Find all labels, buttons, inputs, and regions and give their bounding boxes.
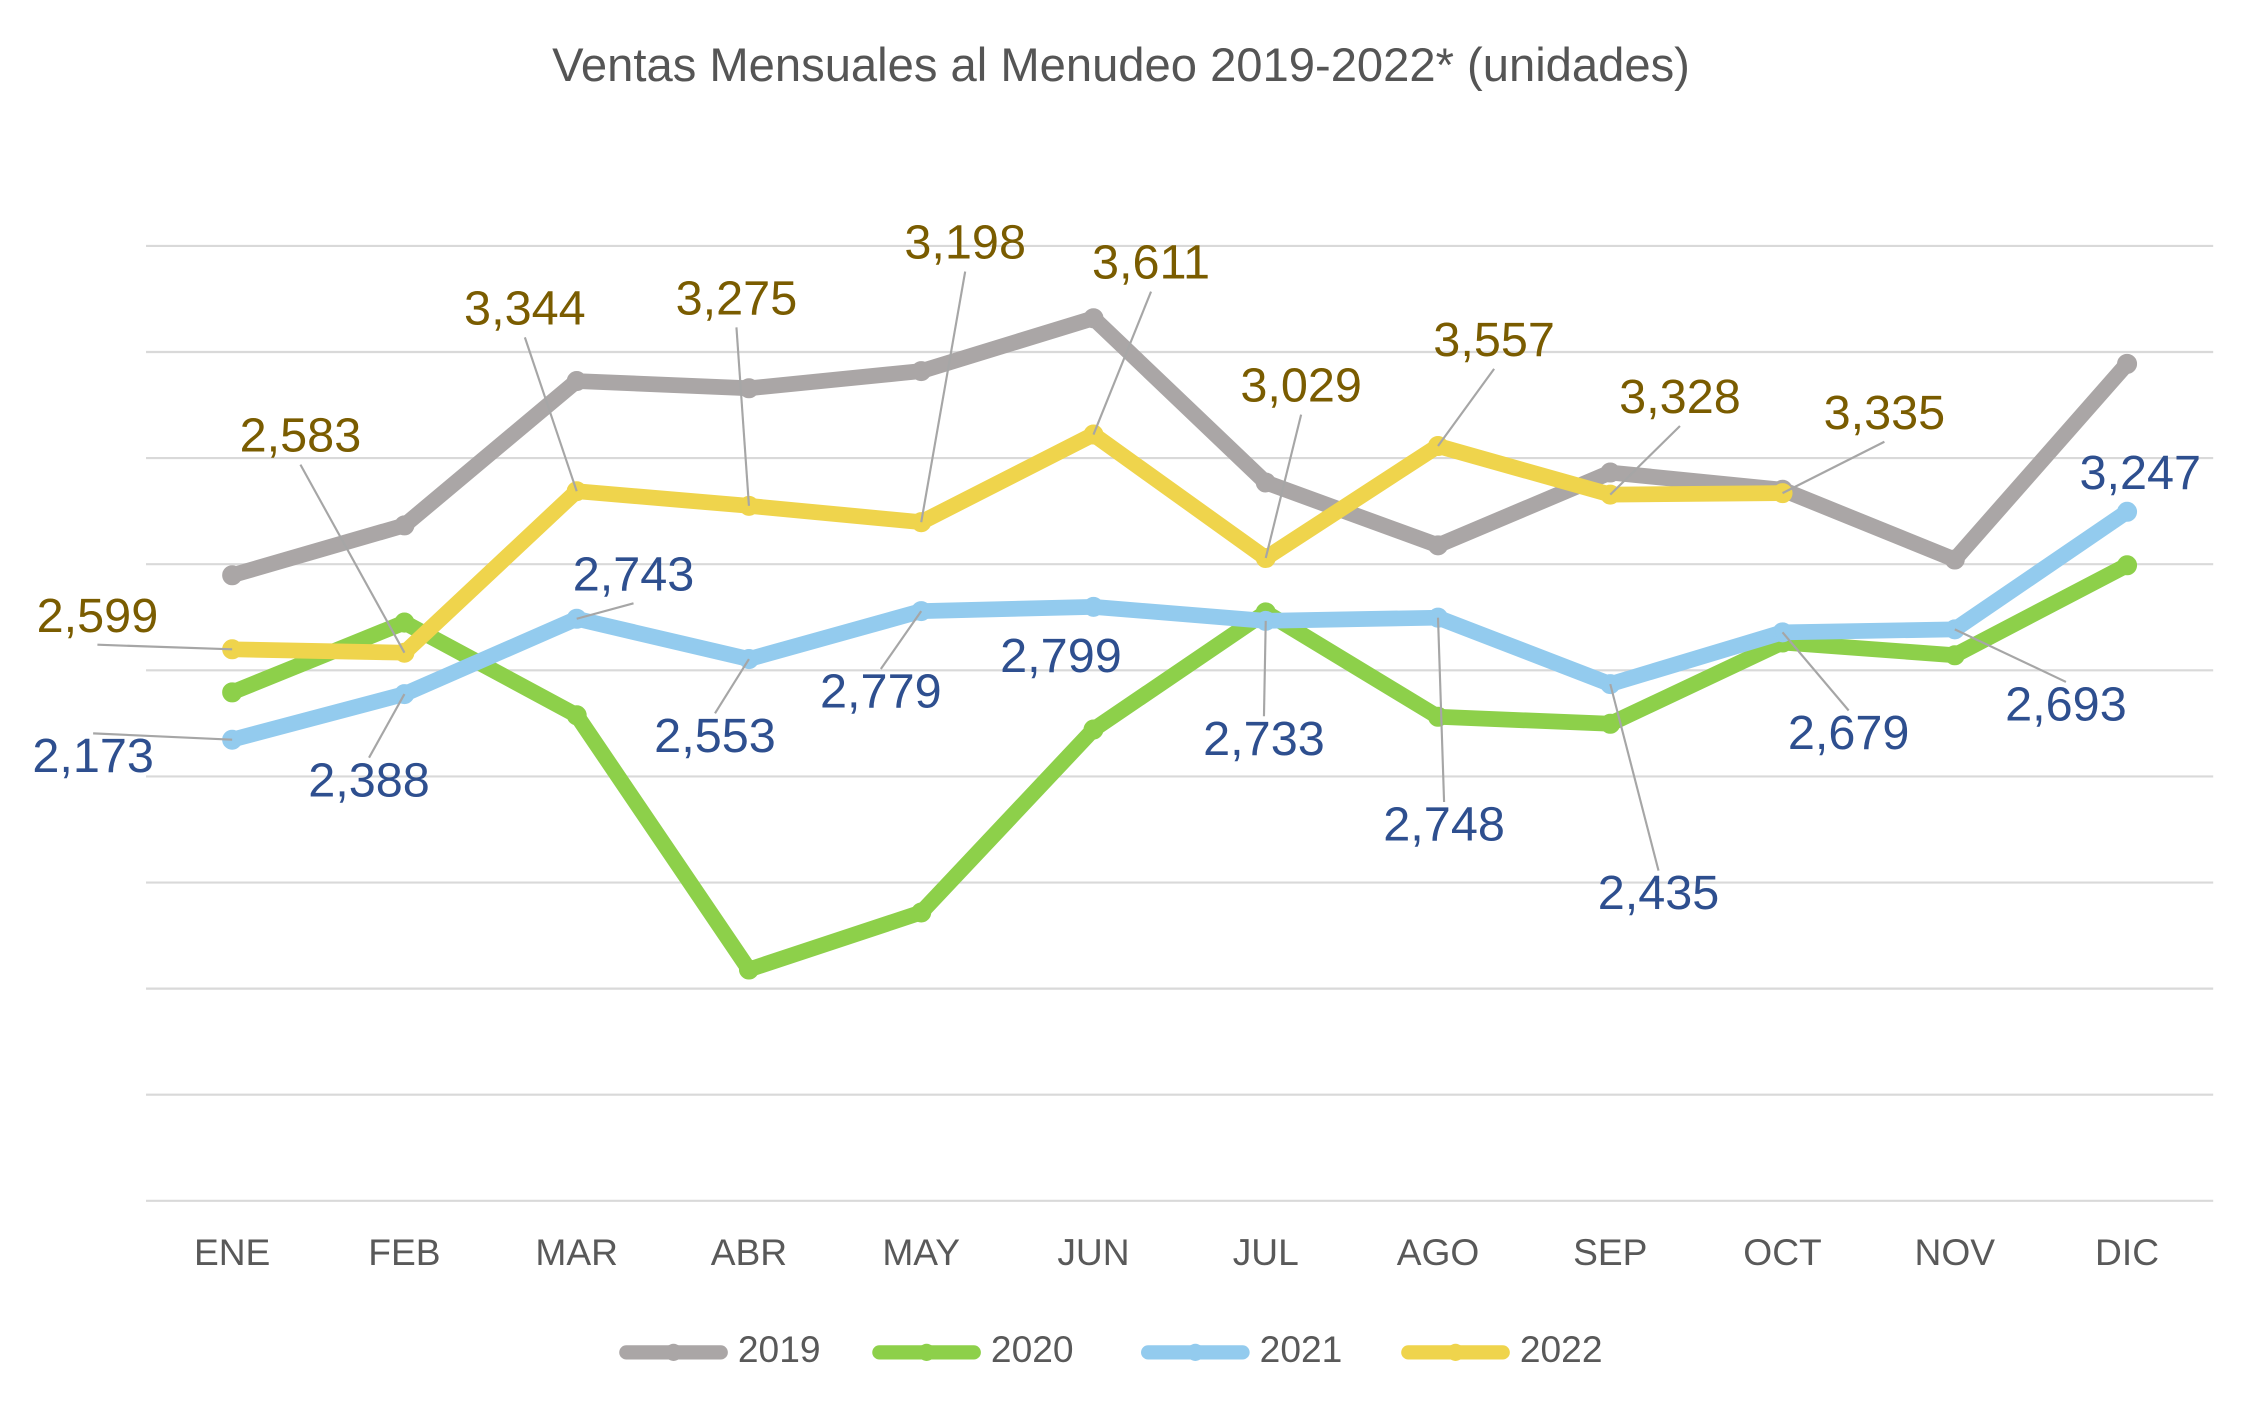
leader-line (1781, 631, 1850, 712)
marker (2117, 353, 2138, 374)
leader-line (1092, 291, 1153, 435)
data-label: 3,335 (1824, 386, 1946, 440)
marker (2117, 501, 2138, 522)
leader-line (97, 643, 233, 651)
legend-marker (1186, 1343, 1204, 1361)
leader-line (299, 464, 406, 654)
legend-label: 2019 (738, 1328, 821, 1370)
x-tick-label: OCT (1743, 1231, 1821, 1273)
marker (911, 902, 932, 923)
leader-line (93, 732, 233, 741)
legend-marker (664, 1343, 683, 1361)
data-label: 2,599 (37, 589, 159, 643)
marker (738, 378, 759, 399)
marker (911, 361, 932, 382)
data-label: 2,435 (1598, 866, 1720, 920)
x-tick-label: ENE (194, 1231, 270, 1273)
marker (2117, 555, 2138, 576)
leader-line (920, 271, 967, 523)
leader-line (576, 602, 634, 620)
data-label: 2,553 (654, 709, 776, 763)
data-label: 2,679 (1788, 706, 1910, 760)
marker (1083, 719, 1104, 740)
data-label: 3,198 (904, 216, 1026, 270)
x-tick-label: JUN (1057, 1231, 1129, 1273)
data-label: 2,779 (820, 665, 942, 719)
data-label: 2,733 (1203, 712, 1325, 766)
marker (566, 705, 587, 726)
legend-marker (1446, 1343, 1465, 1361)
legend-marker (918, 1343, 936, 1361)
legend-label: 2020 (991, 1328, 1074, 1370)
leader-line (714, 658, 750, 714)
marker (222, 682, 243, 703)
data-label: 3,344 (464, 281, 586, 335)
marker (566, 371, 587, 392)
leader-line (879, 610, 923, 670)
legend-label: 2022 (1520, 1328, 1603, 1370)
leader-line (523, 337, 578, 492)
leader-line (368, 693, 406, 759)
data-label: 3,247 (2079, 446, 2201, 500)
leader-line (1954, 628, 2067, 683)
leader-line (1609, 425, 1681, 496)
data-label: 2,799 (1000, 629, 1122, 683)
marker (1944, 549, 1965, 570)
marker (1083, 596, 1104, 617)
leader-line (1437, 368, 1495, 447)
leader-line (1609, 683, 1660, 871)
data-label: 3,328 (1619, 370, 1741, 424)
chart-title: Ventas Mensuales al Menudeo 2019-2022* (… (552, 38, 1690, 91)
x-tick-label: AGO (1397, 1231, 1480, 1273)
marker (222, 565, 243, 586)
marker (566, 608, 587, 629)
x-tick-label: FEB (368, 1231, 440, 1273)
marker (394, 515, 415, 536)
marker (394, 684, 415, 705)
marker (1255, 548, 1276, 569)
marker (738, 959, 759, 980)
data-label: 2,743 (573, 547, 695, 601)
marker (1772, 483, 1793, 504)
leader-line (1782, 440, 1885, 495)
x-tick-label: MAY (882, 1231, 960, 1273)
data-label: 2,388 (308, 753, 430, 807)
data-label: 3,275 (676, 271, 798, 325)
x-tick-label: JUL (1233, 1231, 1299, 1273)
x-tick-label: ABR (711, 1231, 787, 1273)
data-label: 3,611 (1092, 236, 1210, 290)
marker (911, 601, 932, 622)
data-label: 3,557 (1433, 313, 1555, 367)
marker (1600, 713, 1621, 734)
marker (1600, 462, 1621, 483)
legend-label: 2021 (1260, 1328, 1343, 1370)
marker (738, 649, 759, 670)
leader-line (735, 327, 751, 506)
data-label: 3,029 (1240, 359, 1362, 413)
leader-line (1436, 617, 1446, 803)
marker (1255, 472, 1276, 493)
x-tick-label: SEP (1573, 1231, 1647, 1273)
x-tick-label: NOV (1915, 1231, 1996, 1273)
series-line (224, 426, 1791, 661)
marker (1083, 308, 1104, 329)
data-label: 2,693 (2005, 677, 2127, 731)
data-label: 2,748 (1383, 798, 1505, 852)
series-line (224, 557, 2135, 978)
leader-line (1262, 620, 1267, 717)
marker (1428, 535, 1449, 556)
x-tick-label: DIC (2095, 1231, 2159, 1273)
marker (394, 612, 415, 633)
leader-line (1264, 414, 1303, 559)
x-tick-label: MAR (535, 1231, 618, 1273)
marker (1944, 645, 1965, 666)
data-label: 2,583 (240, 409, 362, 463)
series-line (224, 503, 2135, 748)
data-label: 2,173 (32, 729, 154, 783)
marker (1428, 706, 1449, 727)
marker (394, 642, 415, 663)
